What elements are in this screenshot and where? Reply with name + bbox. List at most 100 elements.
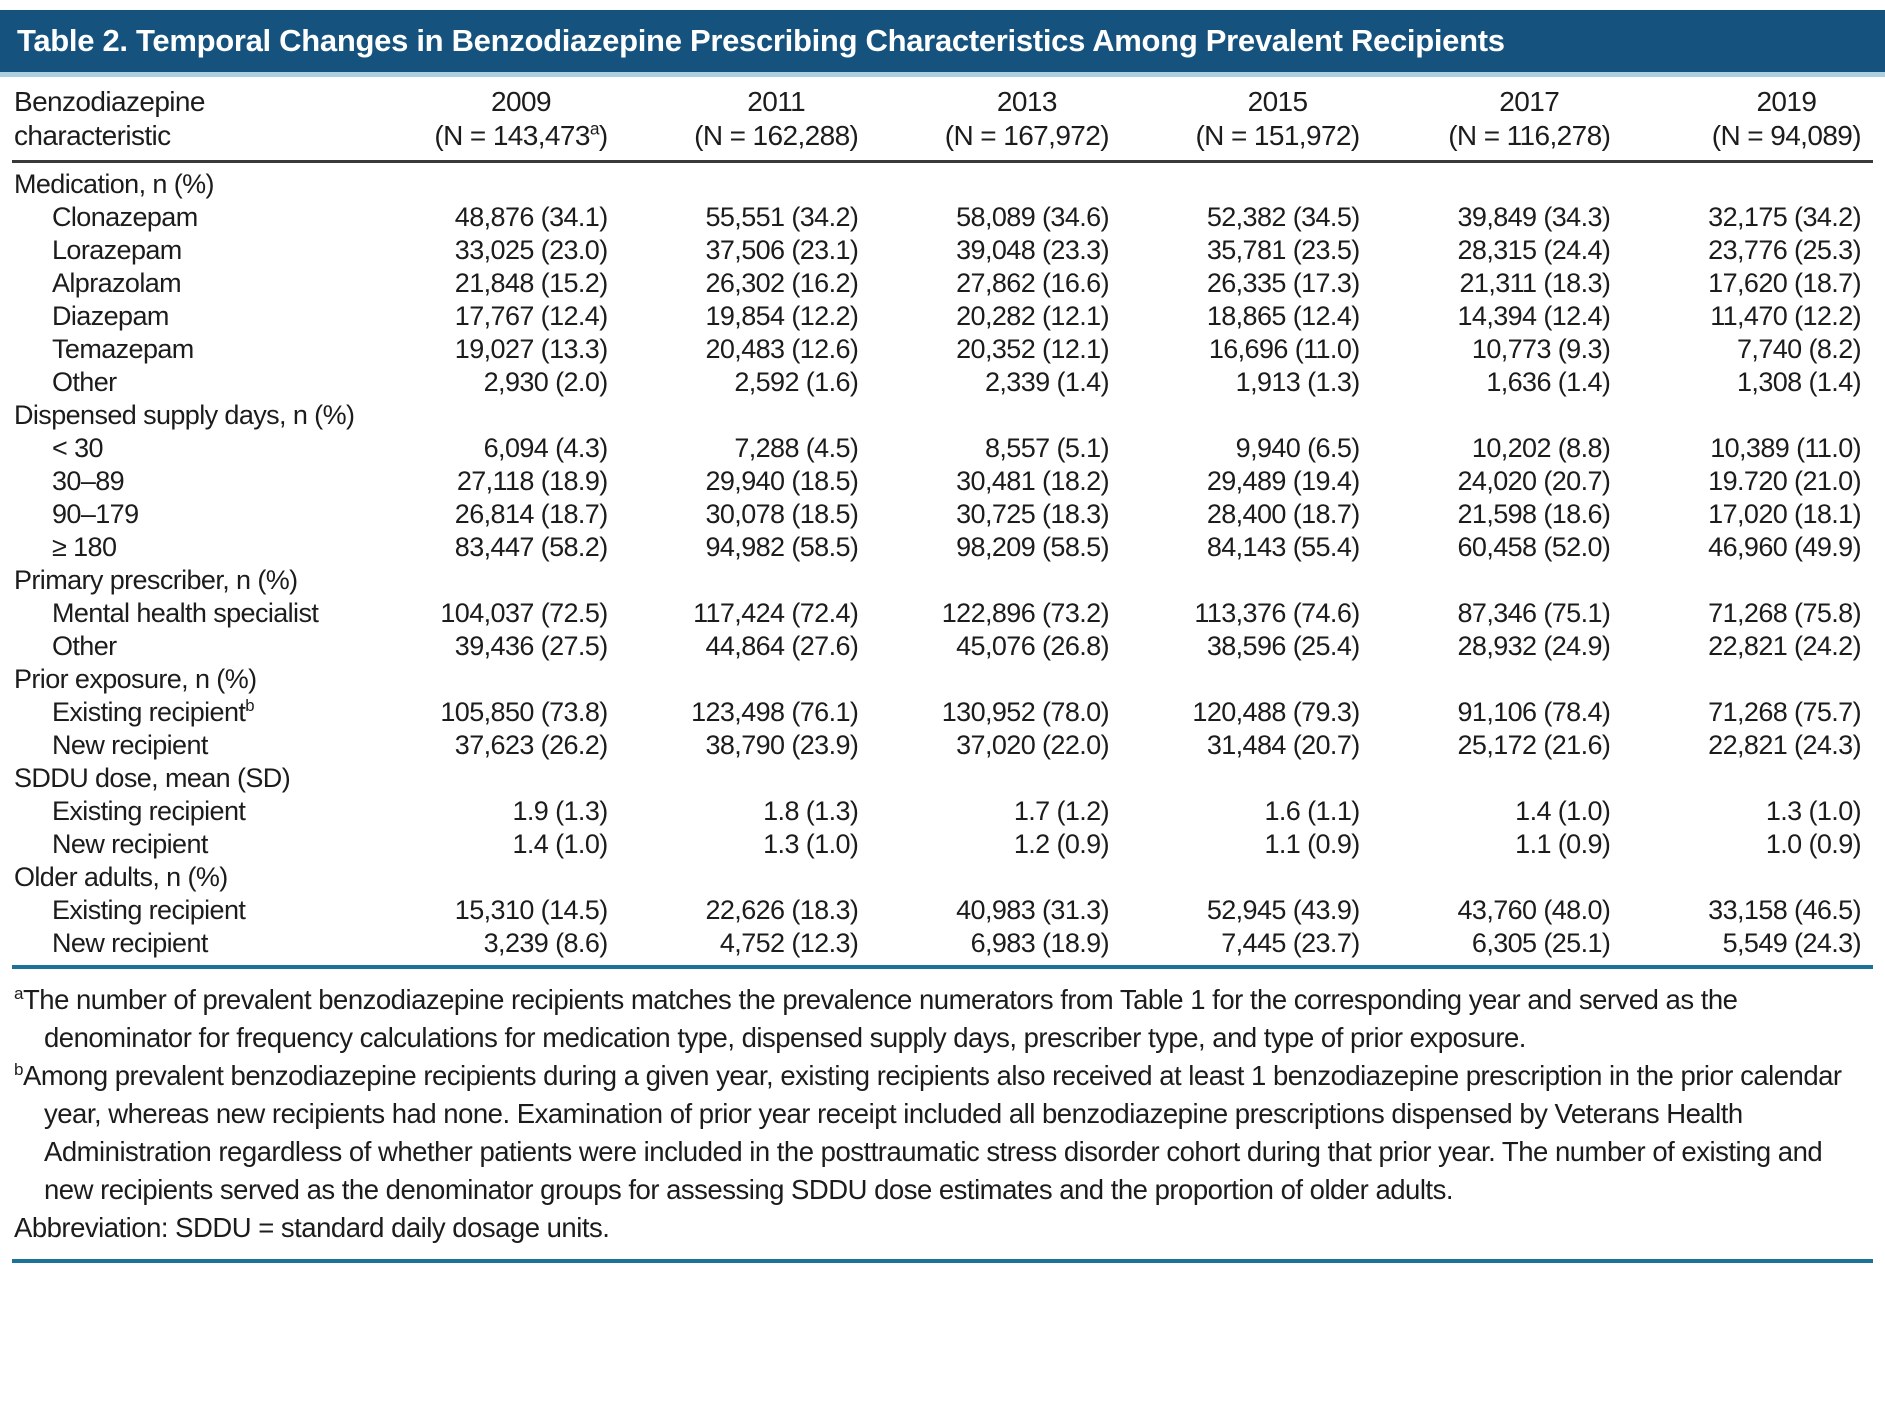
cell-value: 37,506 (23.1): [705, 235, 859, 265]
table-figure: Table 2. Temporal Changes in Benzodiazep…: [0, 10, 1885, 1263]
cell-value: 26,814 (18.7): [454, 499, 608, 529]
table-title: Table 2. Temporal Changes in Benzodiazep…: [17, 23, 1505, 58]
cell-value: 7,740 (8.2): [1737, 334, 1862, 364]
footnote-text: Abbreviation: SDDU = standard daily dosa…: [14, 1212, 610, 1243]
table-header: Benzodiazepine characteristic 2009 (N = 1…: [12, 81, 1873, 163]
cell-value: 21,598 (18.6): [1457, 499, 1611, 529]
cell-value: 2,339 (1.4): [984, 367, 1110, 397]
cell-value: [1372, 162, 1623, 202]
year-label: 2013: [996, 86, 1057, 117]
cell-value: 55,551 (34.2): [705, 202, 859, 232]
cell-value: 20,352 (12.1): [956, 334, 1109, 364]
footnote: Abbreviation: SDDU = standard daily dosa…: [14, 1209, 1869, 1247]
year-column-header: 2019 (N = 94,089): [1622, 81, 1873, 163]
cell-value: [620, 399, 871, 432]
n-label: (N = 151,972): [1195, 119, 1360, 153]
cell-value: 17,767 (12.4): [454, 301, 608, 331]
row-label: ≥ 180: [12, 531, 369, 564]
cell-value: 37,020 (22.0): [956, 730, 1109, 760]
cell-value: 71,268 (75.8): [1708, 598, 1861, 628]
cell-value: 105,850 (73.8): [440, 697, 608, 727]
year-column-header: 2013 (N = 167,972): [870, 81, 1121, 163]
cell-value: 3,239 (8.6): [368, 927, 620, 969]
cell-value: 35,781 (23.5): [1206, 235, 1360, 265]
cell-value: 1,913 (1.3): [1235, 367, 1361, 397]
row-label-text: Alprazolam: [52, 268, 182, 298]
cell-value: 18,865 (12.4): [1206, 301, 1360, 331]
footnote-marker: a: [589, 118, 600, 139]
cell-value: 45,076 (26.8): [956, 631, 1109, 661]
cell-value: 113,376 (74.6): [1194, 598, 1360, 628]
cell-value: [1622, 162, 1873, 202]
row-label-text: New recipient: [52, 928, 208, 958]
cell-value: 27,862 (16.6): [956, 268, 1109, 298]
footnote-text: Among prevalent benzodiazepine recipient…: [22, 1060, 1842, 1205]
row-label-text: Temazepam: [52, 334, 194, 364]
cell-value: 130,952 (78.0): [941, 697, 1110, 727]
row-label-header-line2: characteristic: [14, 120, 171, 151]
item-row: Other 2,930 (2.0) 2,592 (1.6) 2,339 (1.4) 1,…: [12, 366, 1873, 399]
cell-value: 38,790 (23.9): [705, 730, 859, 760]
cell-value: 28,400 (18.7): [1206, 499, 1360, 529]
cell-value: 52,382 (34.5): [1206, 202, 1360, 232]
cell-value: 52,945 (43.9): [1206, 895, 1360, 925]
row-label: New recipient: [12, 729, 369, 762]
cell-value: [620, 762, 871, 795]
n-label-text: (N = 94,089): [1711, 120, 1862, 151]
footnote-marker: b: [14, 1059, 23, 1079]
cell-value: 1.0 (0.9): [1765, 829, 1862, 859]
section-row: SDDU dose, mean (SD): [12, 762, 1873, 795]
row-label: Other: [12, 630, 369, 663]
row-label: Medication, n (%): [12, 162, 369, 202]
section-row: Older adults, n (%): [12, 861, 1873, 894]
row-label: 30–89: [12, 465, 369, 498]
row-label: Existing recipient: [12, 795, 369, 828]
cell-value: 30,481 (18.2): [956, 466, 1109, 496]
cell-value: 28,315 (24.4): [1457, 235, 1611, 265]
cell-value: [1622, 663, 1873, 696]
cell-value: [1372, 663, 1623, 696]
row-label-text: Medication, n (%): [14, 169, 214, 199]
n-label-close: ): [598, 120, 608, 151]
row-label-text: < 30: [52, 433, 104, 463]
cell-value: 1.3 (1.0): [1765, 796, 1862, 826]
cell-value: [870, 162, 1121, 202]
cell-value: 98,209 (58.5): [956, 532, 1109, 562]
row-label-text: Existing recipient: [52, 796, 246, 826]
cell-value: 1.4 (1.0): [1515, 796, 1611, 826]
cell-value: 21,848 (15.2): [454, 268, 608, 298]
cell-value: 6,094 (4.3): [483, 433, 609, 463]
row-label: New recipient: [12, 828, 369, 861]
header-row: Benzodiazepine characteristic 2009 (N = 1…: [12, 81, 1873, 163]
cell-value: 117,424 (72.4): [693, 598, 859, 628]
table-body: Medication, n (%) Clonazepam 48,876 (34.1)…: [12, 162, 1873, 969]
data-table: Benzodiazepine characteristic 2009 (N = 1…: [12, 81, 1873, 969]
section-row: Primary prescriber, n (%): [12, 564, 1873, 597]
cell-value: [1121, 564, 1372, 597]
cell-value: 21,311 (18.3): [1459, 268, 1611, 298]
cell-value: 10,202 (8.8): [1471, 433, 1611, 463]
cell-value: 39,048 (23.3): [956, 235, 1109, 265]
row-label: Prior exposure, n (%): [12, 663, 369, 696]
cell-value: 7,288 (4.5): [734, 433, 859, 463]
cell-value: 46,960 (49.9): [1708, 532, 1861, 562]
cell-value: [620, 564, 871, 597]
row-label: Alprazolam: [12, 267, 369, 300]
cell-value: 20,282 (12.1): [956, 301, 1109, 331]
row-label-text: New recipient: [52, 829, 208, 859]
cell-value: 2,930 (2.0): [483, 367, 609, 397]
row-label: Other: [12, 366, 369, 399]
cell-value: [1622, 762, 1873, 795]
cell-value: [1622, 564, 1873, 597]
row-label: < 30: [12, 432, 369, 465]
table-title-band: Table 2. Temporal Changes in Benzodiazep…: [0, 10, 1885, 77]
cell-value: 87,346 (75.1): [1457, 598, 1611, 628]
item-row: Existing recipientb 105,850 (73.8) 123,498…: [12, 696, 1873, 729]
cell-value: 22,821 (24.3): [1708, 730, 1861, 760]
cell-value: [870, 762, 1121, 795]
n-label-text: (N = 143,473: [434, 120, 590, 151]
cell-value: 31,484 (20.7): [1206, 730, 1360, 760]
cell-value: 40,983 (31.3): [956, 895, 1109, 925]
cell-value: 30,725 (18.3): [956, 499, 1109, 529]
cell-value: 43,760 (48.0): [1457, 895, 1611, 925]
